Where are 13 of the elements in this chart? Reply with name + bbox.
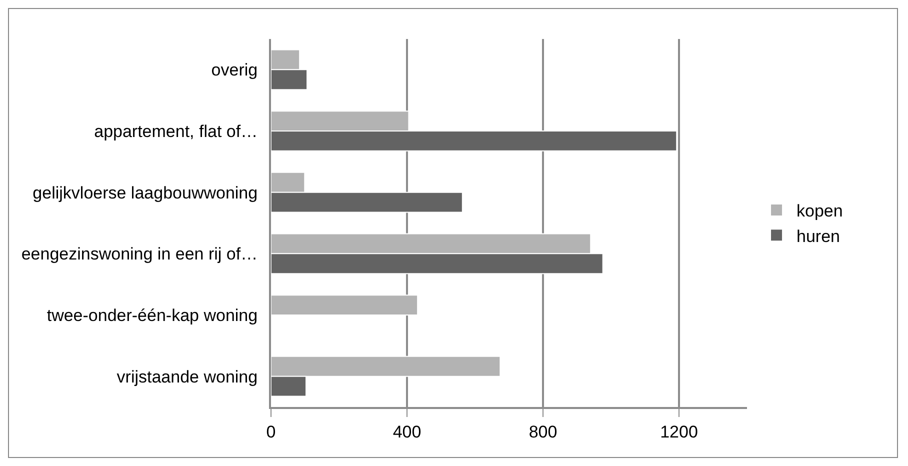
y-tick-label: overig: [211, 60, 258, 80]
x-tick-label: 0: [266, 422, 276, 442]
y-tick-label: vrijstaande woning: [116, 367, 258, 386]
legend-label: huren: [796, 226, 840, 246]
legend-label: kopen: [796, 202, 843, 221]
y-tick-label: twee-onder-één-kap woning: [46, 306, 258, 325]
y-tick-label: eengezinswoning in een rij of…: [21, 244, 258, 264]
bar: [271, 294, 418, 316]
y-tick-label: gelijkvloerse laagbouwwoning: [32, 183, 258, 202]
x-tick-label: 800: [528, 422, 558, 442]
y-tick-label: appartement, flat of…: [94, 122, 258, 141]
x-tick-label: 400: [392, 422, 422, 442]
x-tick-label: 1200: [660, 422, 698, 442]
